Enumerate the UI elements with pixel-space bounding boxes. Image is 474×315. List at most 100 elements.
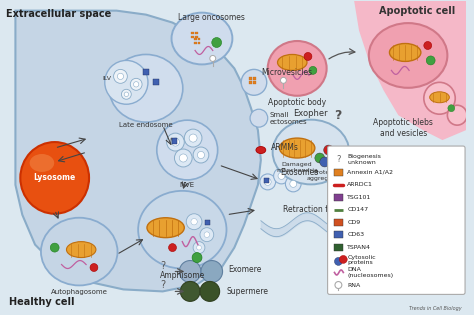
Text: Exopher: Exopher [293, 109, 328, 118]
Circle shape [335, 282, 342, 289]
Circle shape [424, 42, 432, 49]
Circle shape [290, 180, 297, 187]
Text: Lysosome: Lysosome [34, 174, 76, 182]
Circle shape [200, 228, 214, 242]
Circle shape [134, 82, 139, 87]
Circle shape [179, 261, 201, 283]
Circle shape [191, 219, 197, 225]
Text: ?: ? [160, 261, 165, 271]
Text: Healthy cell: Healthy cell [9, 297, 74, 307]
Ellipse shape [268, 41, 327, 96]
Ellipse shape [66, 242, 96, 258]
Circle shape [193, 242, 205, 254]
Bar [194, 37, 197, 40]
Circle shape [124, 92, 128, 96]
Text: ARRDC1: ARRDC1 [347, 182, 373, 187]
Bar [198, 42, 201, 44]
Circle shape [174, 149, 192, 167]
Circle shape [212, 37, 221, 48]
Ellipse shape [138, 191, 227, 268]
Circle shape [169, 243, 176, 252]
Circle shape [304, 53, 312, 60]
Bar [374, 237, 380, 243]
Ellipse shape [147, 218, 184, 238]
Circle shape [371, 229, 396, 255]
Bar [253, 77, 256, 80]
Circle shape [273, 168, 289, 184]
Bar [195, 32, 198, 34]
Bar [143, 69, 149, 75]
Ellipse shape [157, 120, 218, 180]
Ellipse shape [390, 43, 421, 61]
Text: CD147: CD147 [347, 207, 368, 212]
Circle shape [204, 232, 210, 238]
Circle shape [250, 109, 268, 127]
Circle shape [260, 174, 275, 190]
Circle shape [201, 261, 223, 283]
Text: Migrasomes: Migrasomes [343, 261, 389, 271]
Ellipse shape [20, 142, 89, 214]
Circle shape [241, 69, 267, 95]
Bar [249, 77, 252, 80]
Bar [195, 36, 198, 38]
Circle shape [324, 145, 334, 155]
Circle shape [180, 281, 200, 301]
Text: TSG101: TSG101 [347, 195, 372, 200]
Bar [194, 42, 197, 44]
Text: Biogenesis
unknown: Biogenesis unknown [347, 154, 381, 165]
Text: ?: ? [160, 280, 165, 290]
Circle shape [285, 176, 301, 192]
Bar [335, 169, 343, 175]
Circle shape [335, 257, 342, 266]
Circle shape [130, 78, 142, 90]
Bar [335, 219, 343, 226]
Text: Protein
aggregates: Protein aggregates [307, 170, 343, 181]
Circle shape [198, 152, 204, 158]
Circle shape [179, 154, 187, 162]
Circle shape [264, 178, 271, 185]
Ellipse shape [273, 120, 349, 184]
Circle shape [193, 147, 209, 163]
Text: Supermere: Supermere [227, 287, 268, 296]
Text: Exomere: Exomere [228, 265, 262, 274]
Text: Amphisome: Amphisome [160, 272, 205, 280]
Text: Late endosome: Late endosome [119, 122, 173, 128]
Circle shape [114, 69, 128, 83]
Circle shape [424, 82, 455, 114]
Circle shape [189, 134, 197, 142]
Circle shape [200, 281, 219, 301]
Circle shape [172, 138, 180, 146]
Text: CD63: CD63 [347, 232, 365, 237]
Circle shape [50, 243, 59, 252]
Bar [191, 36, 193, 38]
Circle shape [315, 153, 325, 163]
Bar [172, 138, 177, 144]
Text: Retraction fibers: Retraction fibers [283, 205, 347, 214]
Circle shape [426, 56, 435, 65]
Ellipse shape [369, 23, 447, 88]
Text: Trends in Cell Biology: Trends in Cell Biology [410, 306, 462, 311]
Bar [205, 220, 210, 225]
Text: Apoptotic blebs
and vesicles: Apoptotic blebs and vesicles [373, 118, 433, 138]
Circle shape [447, 105, 467, 125]
Text: ?: ? [335, 109, 342, 122]
Text: Exosomes: Exosomes [281, 168, 319, 177]
Text: Apoptotic body: Apoptotic body [268, 98, 326, 107]
Ellipse shape [172, 13, 232, 64]
Circle shape [186, 214, 202, 230]
Circle shape [166, 133, 184, 151]
Circle shape [197, 245, 201, 250]
Circle shape [210, 55, 216, 61]
Circle shape [105, 60, 148, 104]
Text: Small
ectosomes: Small ectosomes [270, 112, 307, 125]
Text: Microvesicles: Microvesicles [261, 68, 312, 77]
Circle shape [339, 255, 347, 263]
Circle shape [335, 220, 370, 255]
Circle shape [118, 73, 124, 79]
Text: Cytosolic
proteins: Cytosolic proteins [347, 255, 376, 265]
Bar [153, 79, 159, 85]
Circle shape [320, 157, 329, 167]
Ellipse shape [256, 146, 266, 153]
Ellipse shape [109, 54, 183, 122]
Text: Autophagosome: Autophagosome [51, 289, 108, 295]
